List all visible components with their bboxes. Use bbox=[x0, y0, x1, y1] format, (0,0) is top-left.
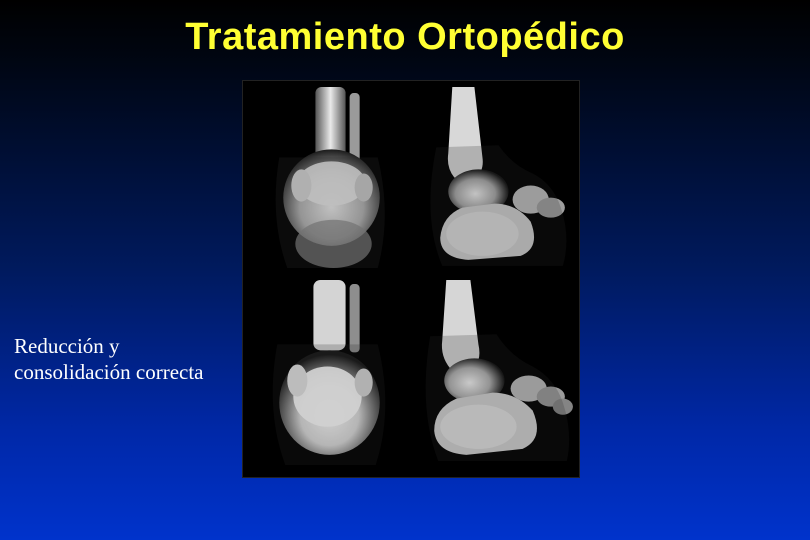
xray-ap-pre-svg bbox=[249, 87, 410, 278]
caption-line-2: consolidación correcta bbox=[14, 359, 204, 385]
caption-line-1: Reducción y bbox=[14, 333, 204, 359]
xray-lateral-pre bbox=[412, 87, 573, 278]
xray-ap-post-svg bbox=[249, 280, 410, 471]
xray-ap-pre bbox=[249, 87, 410, 278]
xray-ap-post bbox=[249, 280, 410, 471]
xray-lateral-post-svg bbox=[412, 280, 573, 471]
xray-lateral-post bbox=[412, 280, 573, 471]
xray-lateral-pre-svg bbox=[412, 87, 573, 278]
slide-caption: Reducción y consolidación correcta bbox=[14, 333, 204, 386]
xray-grid bbox=[242, 80, 580, 478]
slide-title: Tratamiento Ortopédico bbox=[0, 16, 810, 59]
